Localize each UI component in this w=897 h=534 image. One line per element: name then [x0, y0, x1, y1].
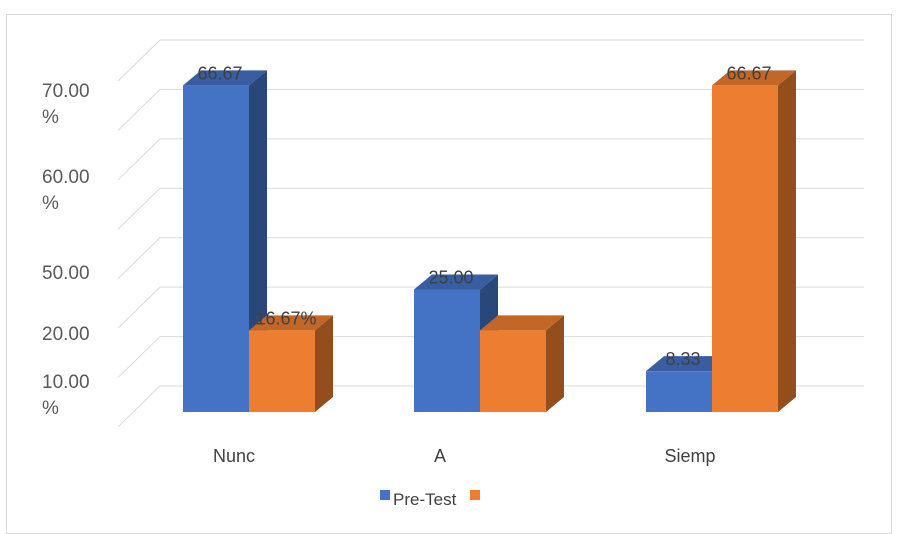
y-tick-label: 20.00	[42, 324, 90, 345]
data-labels: 66.67 25.00 8.33 16.67% 66.67	[197, 63, 771, 369]
legend-swatch-pre-test	[380, 490, 390, 500]
category-label: Siemp	[664, 446, 715, 466]
bar-top	[183, 70, 267, 86]
bar	[646, 371, 712, 412]
y-tick-unit: %	[42, 398, 59, 419]
y-tick-unit: %	[42, 107, 59, 128]
gridline-depth	[117, 385, 161, 428]
gridline-depth	[117, 89, 161, 131]
data-label: 16.67%	[255, 308, 316, 328]
legend-label-pre-test: Pre-Test	[393, 490, 457, 509]
y-tick-unit: %	[42, 193, 59, 214]
bar	[183, 85, 249, 412]
category-label: A	[434, 446, 446, 466]
data-label: 66.67	[197, 63, 242, 83]
bar-top	[249, 315, 333, 331]
legend-swatch-second	[470, 490, 480, 500]
data-label: 66.67	[726, 63, 771, 83]
bar	[414, 289, 480, 412]
bar-top	[712, 70, 796, 86]
bar-chart: 70.00% 60.00% 50.00 20.00 10.00% 66.67 25.00 8…	[42, 39, 864, 509]
y-tick-label: 10.00	[42, 372, 90, 393]
category-label: Nunc	[213, 446, 255, 466]
y-axis-ticks: 70.00% 60.00% 50.00 20.00 10.00%	[42, 81, 90, 419]
legend: Pre-Test	[380, 490, 480, 509]
y-tick-label: 50.00	[42, 263, 90, 284]
gridline-depth	[117, 286, 161, 329]
bar-top	[414, 274, 498, 290]
bar-side	[778, 70, 796, 412]
gridline-depth	[117, 237, 161, 280]
bar	[480, 330, 546, 412]
gridline-depth	[117, 187, 161, 230]
data-label: 25.00	[428, 268, 473, 288]
bar-top	[646, 356, 730, 372]
bar-side	[546, 315, 564, 412]
bar	[249, 330, 315, 412]
gridline-depth	[117, 39, 161, 82]
y-tick-label: 60.00	[42, 167, 90, 188]
gridline-depth	[117, 336, 161, 378]
y-tick-label: 70.00	[42, 81, 90, 102]
data-label: 8.33	[665, 349, 700, 369]
bar-side	[315, 315, 333, 412]
bar-top	[480, 315, 564, 331]
category-labels: Nunc A Siemp	[213, 446, 716, 466]
bar	[712, 85, 778, 412]
gridline-depth	[117, 138, 161, 181]
bars	[183, 70, 796, 412]
